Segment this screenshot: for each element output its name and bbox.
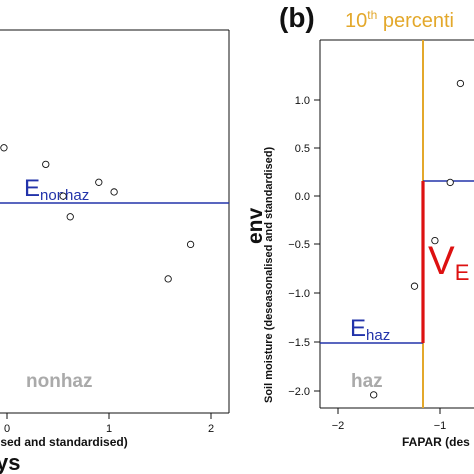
panel-a-x-axis-title: ised and standardised) (0, 435, 128, 449)
scatter-point (410, 282, 419, 290)
panel-b-label: (b) (279, 2, 315, 33)
scatter-point (456, 79, 465, 88)
y-tick-label: −1.5 (288, 337, 310, 349)
x-tick-label: 2 (208, 423, 214, 435)
percentile-label: 10th percenti (345, 8, 454, 32)
scatter-point (164, 275, 172, 283)
y-tick-label: −1.0 (288, 288, 310, 300)
scatter-point (110, 188, 118, 196)
panel-b-y-ticks: 1.0 0.5 0.0 −0.5 −1.0 −1.5 −2.0 (288, 95, 320, 398)
e-haz-label: Ehaz (350, 315, 390, 344)
scatter-point (66, 213, 74, 221)
ve-label: VE (428, 239, 469, 285)
y-tick-label: −0.5 (288, 239, 310, 251)
y-tick-label: −2.0 (288, 386, 310, 398)
panel-b: (b) 10th percenti 1.0 0.5 0.0 −0.5 −1.0 … (244, 2, 474, 449)
panel-b-x-axis-title: FAPAR (des (402, 435, 470, 449)
scatter-point (42, 160, 50, 169)
scatter-point (186, 240, 195, 249)
scatter-point (0, 144, 8, 152)
panel-b-points (370, 79, 465, 399)
nonhaz-region-label: nonhaz (26, 371, 93, 392)
x-tick-label: −1 (434, 420, 447, 432)
scatter-point (446, 178, 454, 187)
scatter-point (59, 192, 67, 200)
x-tick-label: −2 (332, 420, 345, 432)
panel-a-ys-label: ys (0, 450, 20, 474)
scatter-point (370, 391, 378, 399)
haz-region-label: haz (351, 371, 383, 392)
y-tick-label: 0.0 (295, 191, 310, 203)
x-tick-label: 0 (4, 423, 10, 435)
panel-b-y-axis-title: Soil moisture (deseasonalised and standa… (263, 147, 275, 403)
x-tick-label: 1 (106, 423, 112, 435)
panel-a-points (0, 144, 195, 283)
scatter-point (95, 178, 103, 186)
y-tick-label: 0.5 (295, 143, 310, 155)
panel-a-x-ticks: 0 1 2 (4, 413, 214, 435)
scatter-point (431, 236, 439, 245)
y-tick-label: 1.0 (295, 95, 310, 107)
panel-b-x-ticks: −2 −1 (332, 408, 447, 432)
env-label: env (244, 207, 267, 244)
